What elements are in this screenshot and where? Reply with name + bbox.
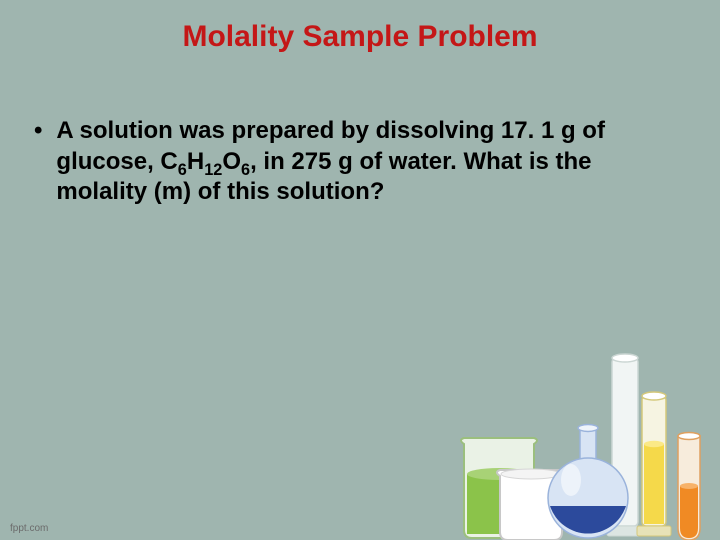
slide-title: Molality Sample Problem	[0, 20, 720, 54]
watermark: fppt.com	[10, 523, 48, 534]
glassware-illustration	[440, 340, 720, 540]
subscript: 12	[204, 161, 222, 179]
subscript: 6	[178, 161, 187, 179]
body-text: • A solution was prepared by dissolving …	[34, 116, 680, 208]
bullet-item: • A solution was prepared by dissolving …	[34, 116, 680, 208]
bullet-text: A solution was prepared by dissolving 17…	[56, 116, 680, 208]
slide: Molality Sample Problem • A solution was…	[0, 0, 720, 540]
text-part: O	[222, 148, 241, 175]
bullet-marker: •	[34, 116, 42, 208]
text-part: H	[187, 148, 204, 175]
tube-orange-icon	[678, 433, 700, 540]
subscript: 6	[241, 161, 250, 179]
cylinder-yellow-icon	[637, 392, 671, 536]
